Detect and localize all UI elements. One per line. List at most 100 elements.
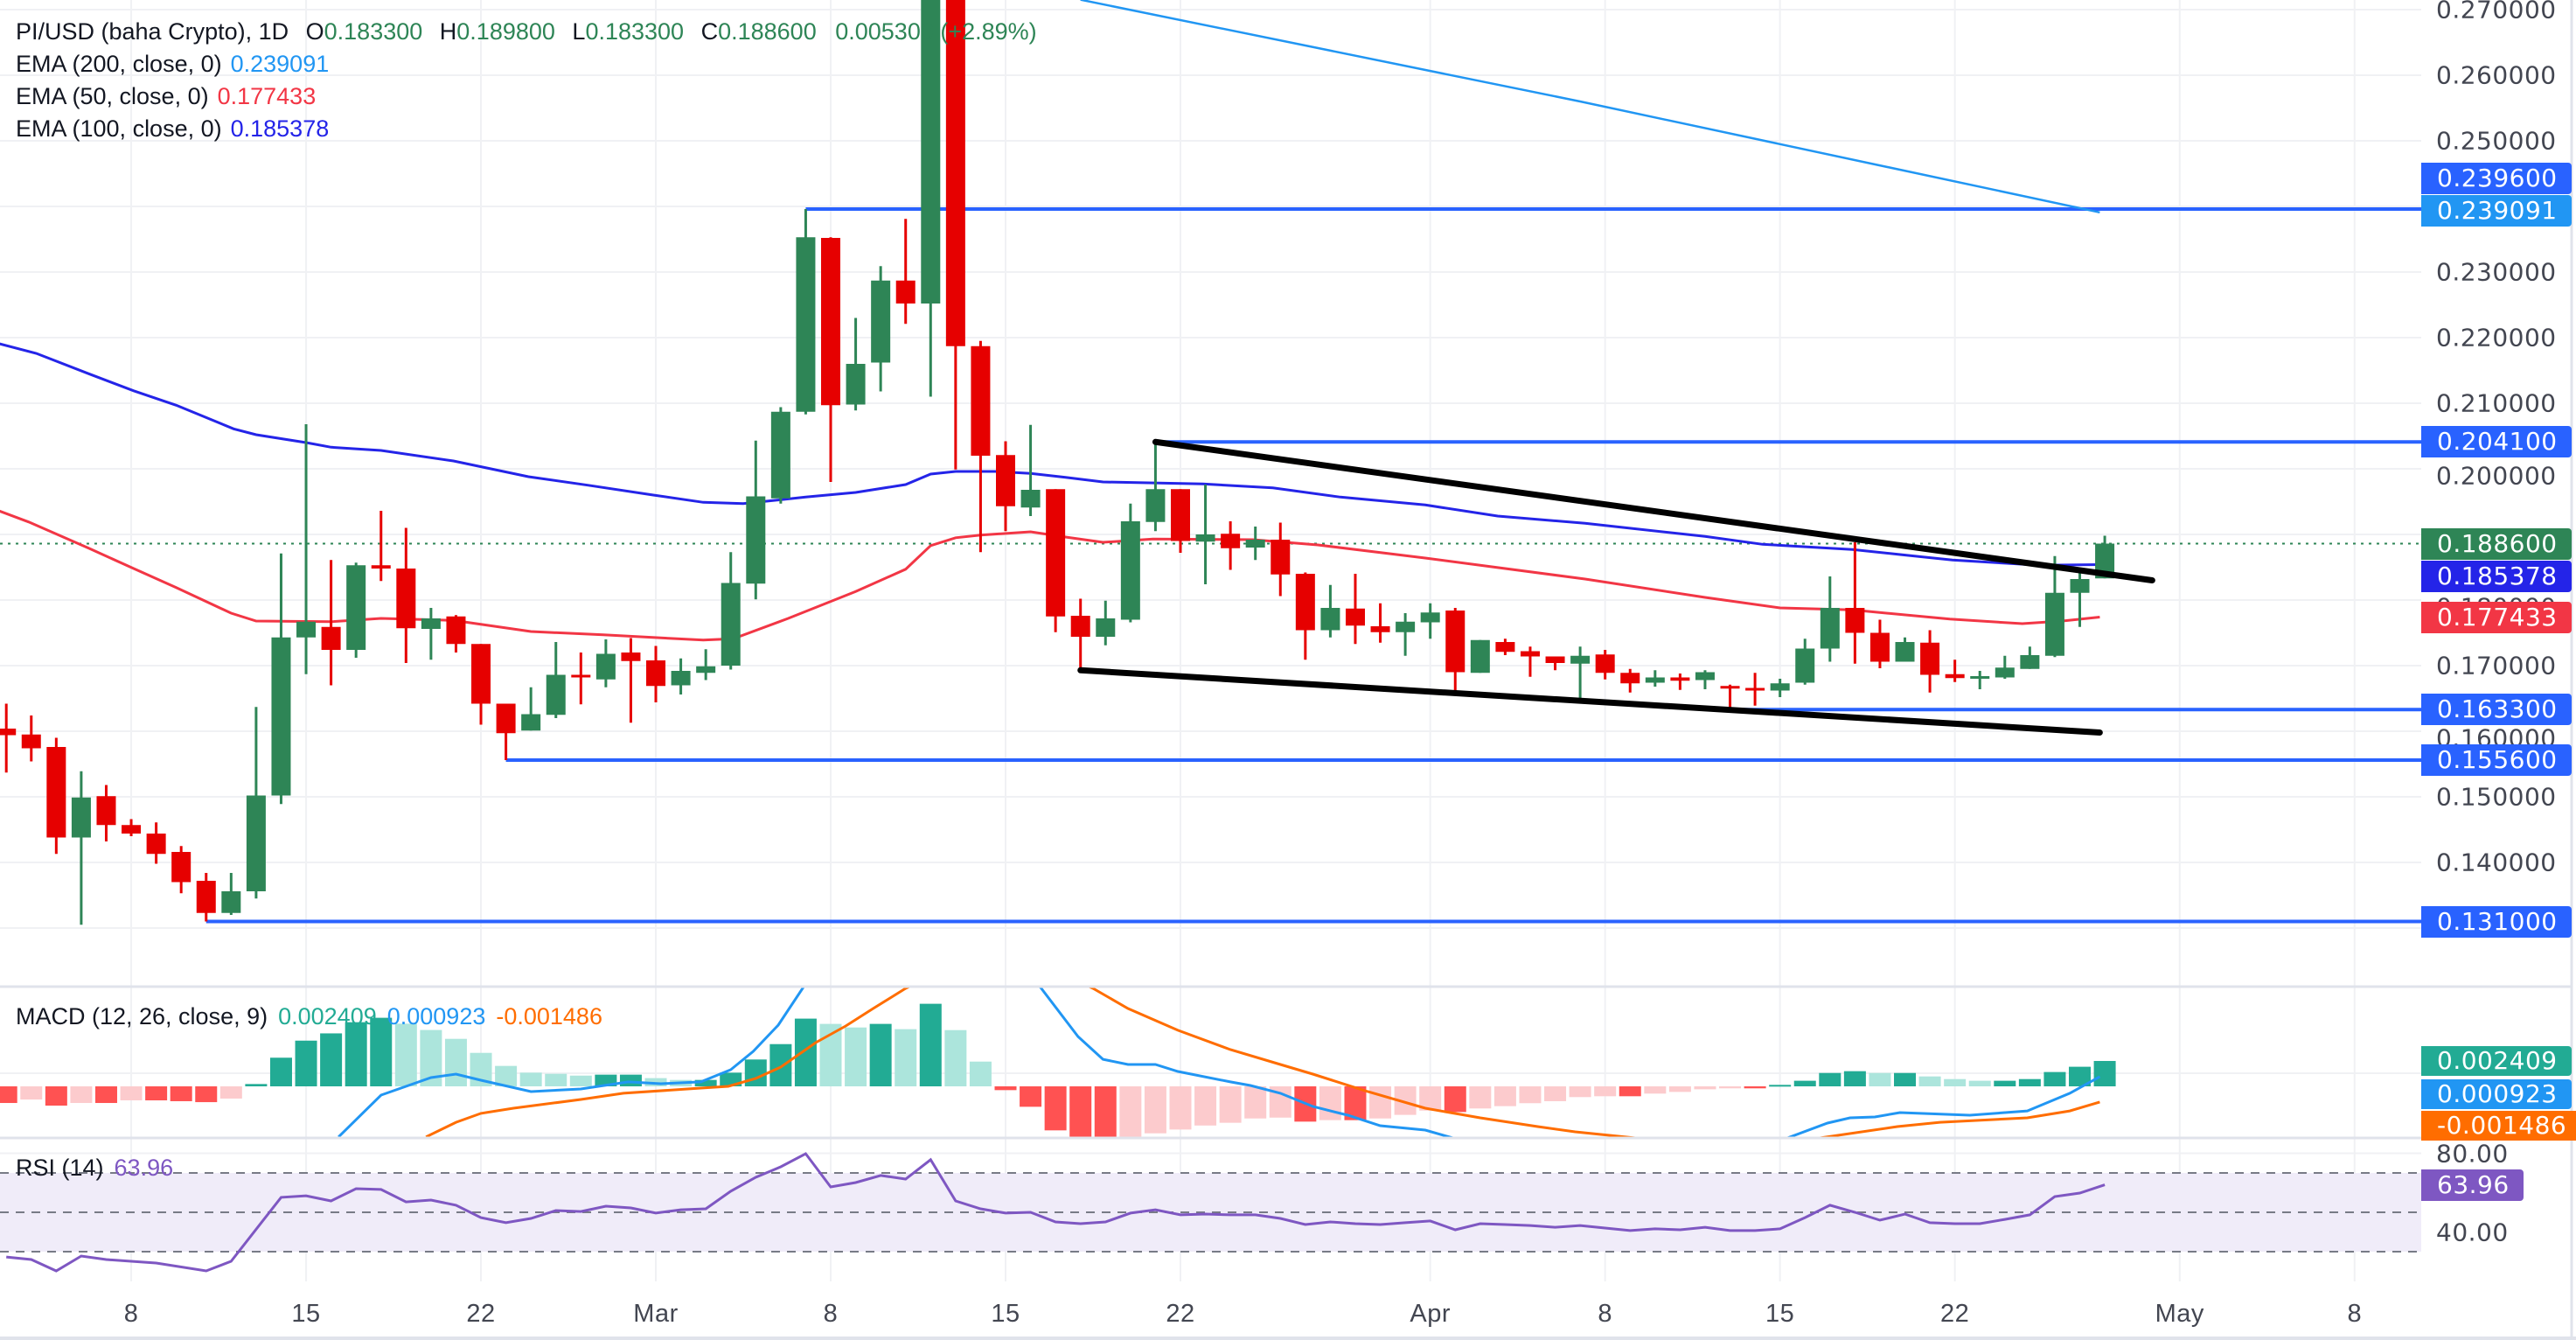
candle — [1195, 485, 1215, 584]
price-tick-label: 0.210000 — [2436, 388, 2557, 418]
low-value: 0.183300 — [585, 18, 685, 45]
candle — [146, 822, 166, 864]
candle-body — [521, 714, 541, 731]
macd-histogram — [0, 1003, 2116, 1137]
macd-bar — [845, 1027, 867, 1086]
high-value: 0.189800 — [456, 18, 555, 45]
candle — [471, 644, 491, 725]
candle — [571, 653, 591, 705]
candle-body — [2095, 543, 2115, 579]
falling-wedge-upper[interactable] — [1152, 438, 2155, 583]
candle — [1470, 639, 1490, 673]
candle — [46, 737, 66, 855]
candle-body — [1895, 642, 1915, 662]
ema200-legend[interactable]: EMA (200, close, 0) 0.239091 — [16, 48, 329, 80]
ema100-line — [0, 342, 2100, 567]
time-label: 8 — [123, 1300, 139, 1328]
macd-bar — [519, 1072, 542, 1086]
candle-body — [895, 280, 916, 304]
candle — [2070, 569, 2090, 627]
macd-bar — [1569, 1086, 1591, 1098]
macd-bar — [145, 1086, 168, 1101]
candle-body — [1470, 639, 1490, 673]
candle-body — [1595, 654, 1615, 673]
rsi-legend[interactable]: RSI (14) 63.96 — [16, 1155, 173, 1182]
macd-bar — [269, 1057, 292, 1086]
macd-bar — [1319, 1086, 1341, 1120]
candle — [1970, 671, 1990, 689]
macd-bar — [45, 1086, 67, 1106]
price-tick-label: 0.270000 — [2436, 0, 2557, 24]
falling-wedge-lower[interactable] — [1077, 667, 2103, 736]
macd-bar — [0, 1086, 17, 1104]
symbol-title: PI/USD (baha Crypto), 1D — [16, 18, 289, 45]
ema100-legend[interactable]: EMA (100, close, 0) 0.185378 — [16, 113, 329, 144]
candle-body — [1245, 540, 1265, 548]
time-label: 22 — [466, 1300, 496, 1328]
price-tick-label: 0.200000 — [2436, 461, 2557, 491]
macd-bar — [1069, 1086, 1092, 1137]
candle — [1221, 521, 1241, 570]
candle-body — [1545, 656, 1565, 663]
time-label: 8 — [823, 1300, 839, 1328]
ema50-legend-value: 0.177433 — [217, 83, 317, 109]
candle-body — [1120, 521, 1140, 620]
macd-label: MACD (12, 26, close, 9) — [16, 1003, 268, 1029]
candle-body — [1520, 651, 1540, 657]
candle — [271, 553, 291, 805]
candle-body — [595, 653, 616, 680]
macd-bar — [694, 1079, 717, 1086]
candle-body — [446, 616, 466, 645]
candle-body — [1920, 642, 1940, 675]
trendlines[interactable] — [1077, 438, 2155, 736]
candle-body — [1320, 608, 1340, 631]
candle — [1645, 670, 1665, 687]
close-value: 0.188600 — [718, 18, 817, 45]
candle — [396, 527, 416, 663]
candle — [1670, 673, 1690, 690]
candle — [1495, 639, 1515, 655]
open-key: O — [305, 18, 324, 45]
candle-body — [1645, 677, 1665, 683]
candle — [696, 649, 716, 680]
candle-body — [346, 565, 366, 650]
macd-bar — [2018, 1078, 2041, 1086]
macd-bar — [120, 1086, 143, 1101]
candle — [246, 707, 266, 899]
time-label: 8 — [1598, 1300, 1612, 1328]
candle — [1420, 603, 1440, 639]
candle-body — [796, 237, 816, 412]
ema100-legend-value: 0.185378 — [230, 115, 330, 142]
candle-body — [1570, 655, 1591, 664]
candle — [1795, 639, 1815, 685]
open-value: 0.183300 — [324, 18, 423, 45]
macd-bar — [1244, 1086, 1267, 1119]
candle — [1595, 650, 1615, 680]
candle — [1820, 576, 1840, 662]
macd-bar — [1619, 1086, 1641, 1097]
candle-body — [1945, 673, 1965, 679]
candle — [746, 440, 766, 600]
macd-legend[interactable]: MACD (12, 26, close, 9) 0.002409 0.000923-… — [16, 1003, 602, 1030]
candle-body — [921, 0, 941, 304]
macd-bar — [1194, 1086, 1217, 1126]
candle — [196, 873, 216, 922]
candle-body — [1145, 489, 1166, 522]
candle — [1545, 656, 1565, 671]
candle — [721, 552, 741, 670]
symbol-legend[interactable]: PI/USD (baha Crypto), 1D O0.183300 H0.18… — [16, 16, 1037, 47]
time-label: May — [2155, 1300, 2204, 1328]
price-tick-label: 0.220000 — [2436, 323, 2557, 352]
macd-bar — [1968, 1080, 1991, 1086]
horizontal-levels[interactable] — [0, 207, 2421, 924]
macd-bar — [444, 1038, 467, 1086]
candle — [595, 639, 616, 687]
price-tick-label: 0.150000 — [2436, 782, 2557, 812]
low-key: L — [572, 18, 586, 45]
ema50-legend[interactable]: EMA (50, close, 0) 0.177433 — [16, 80, 316, 112]
price-tick-label: 0.170000 — [2436, 651, 2557, 680]
rsi-tick-label: 80.00 — [2436, 1139, 2509, 1168]
candle — [971, 340, 991, 553]
